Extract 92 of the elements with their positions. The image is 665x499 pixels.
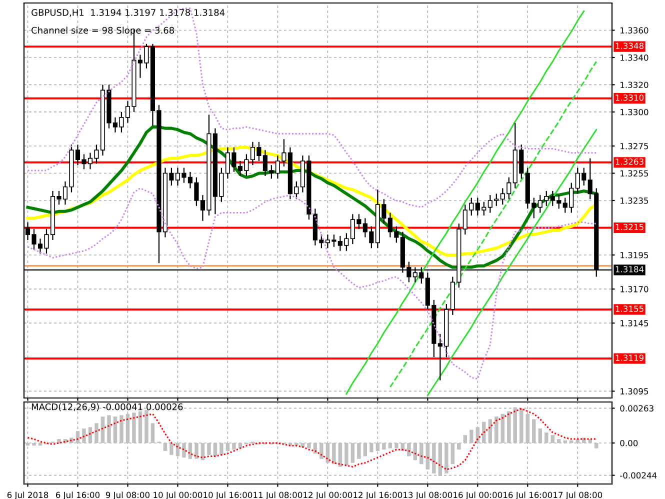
y-tick-label: 1.3170 [620,286,648,292]
bar [113,416,118,443]
bar [463,435,468,443]
line-series [389,60,598,388]
y-tick-label: 1.3255 [620,170,648,177]
bar [382,443,386,450]
bar [144,410,148,443]
bar [470,430,474,443]
y-tick-label: 1.3145 [620,320,648,326]
bar [307,443,311,448]
bar [213,443,218,456]
bar [326,443,330,463]
bar [238,443,242,448]
bar [550,435,555,443]
bar [150,423,155,443]
bar [357,443,361,459]
bar [520,408,524,443]
ref-line-label: 1.3348 [616,42,644,50]
bar [350,443,355,463]
ref-line-label: 1.3310 [616,94,644,101]
bar [163,443,168,451]
bar [320,443,324,459]
bar [126,414,130,443]
bar [94,423,98,443]
bar [232,443,236,450]
bar [444,443,448,474]
y-tick-label: -0.00244 [620,472,657,479]
bar [138,411,142,443]
y-tick-label: 1.3340 [620,54,648,61]
bar [570,440,574,443]
bar [538,428,542,443]
bar [88,427,92,443]
text: GBPUSD,H1 1.3194 1.3197 1.3178 1.3184 [32,9,225,17]
y-tick-label: 1.3300 [620,108,648,116]
bar [432,443,436,474]
bar [507,411,511,443]
chart-title: MACD(12,26,9) -0.00041 0.00026 [32,403,183,412]
bar [544,432,548,443]
y-tick-label: 1.3360 [620,27,648,34]
bar [170,443,174,455]
bar [132,412,136,443]
bar [294,443,298,446]
bar [120,415,124,443]
y-tick-label: 1.3320 [620,82,648,88]
y-tick-label: 1.3195 [620,252,648,258]
bar [500,414,505,443]
bar [338,443,342,467]
ref-line-label: 1.3155 [616,306,644,312]
y-tick-label: 1.3235 [620,197,648,204]
bar [363,443,368,456]
ref-line-label: 1.3184 [616,266,644,272]
bar [82,428,86,443]
y-tick-label: 1.3275 [620,143,648,150]
bar [420,443,424,464]
bar [394,443,398,448]
bar [107,415,111,443]
ref-line-label: 1.3215 [616,224,644,230]
bar [438,443,442,476]
bar [100,416,105,443]
bar [594,443,598,448]
bar [426,443,430,470]
line-series [26,125,598,269]
bar [226,443,230,451]
bar [457,443,461,450]
bar [388,443,392,448]
ref-line-label: 1.3119 [616,354,644,361]
bar [488,419,492,443]
bar [32,443,36,446]
bar [370,443,374,452]
bar [532,419,536,443]
bar [220,443,224,455]
y-tick-label: 1.3095 [620,388,648,394]
bar [494,416,498,443]
y-tick-label: 0.00263 [620,405,654,412]
line-series [26,187,598,380]
bar [526,414,530,443]
bar [332,443,336,464]
bar [194,443,198,459]
line-series [26,8,598,208]
bar [376,443,380,451]
line-series [346,10,585,395]
ref-line-label: 1.3263 [616,158,644,165]
bar [513,407,518,443]
bar [407,443,411,456]
bar [344,443,348,466]
y-tick-label: 0.00 [620,440,638,446]
bar [482,422,486,443]
bar [207,443,211,455]
bar [450,443,455,464]
line-series [426,128,598,396]
bar [557,439,561,443]
bar [182,443,186,458]
